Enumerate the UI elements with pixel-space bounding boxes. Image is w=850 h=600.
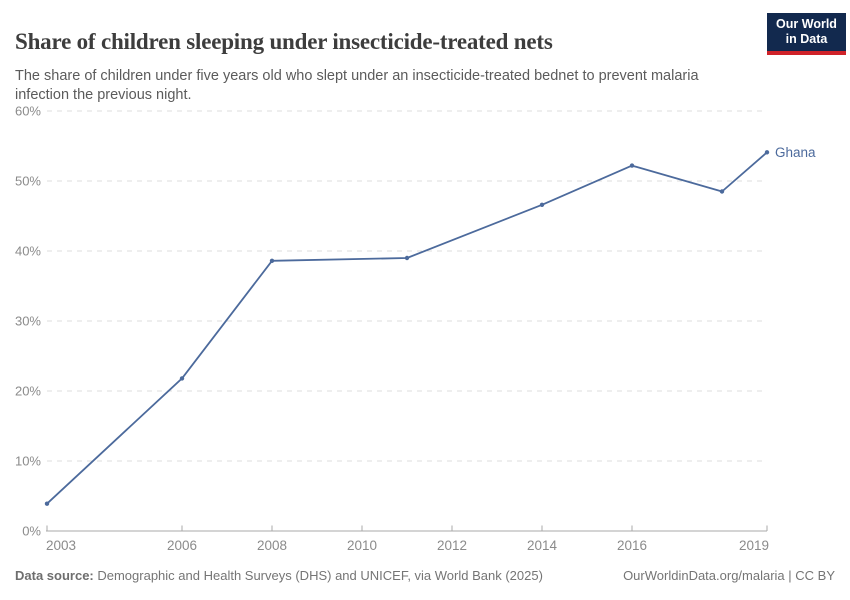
series-end-label: Ghana (775, 145, 816, 160)
y-tick-label: 20% (15, 384, 41, 399)
data-point-marker (179, 376, 185, 381)
x-tick-label: 2010 (347, 538, 377, 553)
y-tick-label: 0% (22, 524, 41, 539)
x-tick-label: 2003 (46, 538, 76, 553)
chart-subtitle: The share of children under five years o… (15, 67, 699, 103)
owid-logo: Our World in Data (767, 13, 846, 55)
line-chart: 0% 10% 20% 30% 40% 50% 60% 2003 2006 2008 2010 2012… (15, 104, 816, 554)
x-tick-label: 2014 (527, 538, 558, 553)
data-point-marker (539, 202, 545, 207)
data-point-marker (764, 150, 770, 155)
data-point-marker (44, 501, 50, 506)
chart-footer: Data source: Demographic and Health Surv… (15, 568, 835, 583)
x-tick-label: 2012 (437, 538, 467, 553)
data-line (46, 151, 768, 505)
data-source-note: Data source: Demographic and Health Surv… (15, 568, 543, 583)
data-source-label: Data source: (15, 568, 94, 583)
y-tick-label: 60% (15, 104, 41, 119)
y-tick-label: 30% (15, 314, 41, 329)
x-tick-label: 2006 (167, 538, 197, 553)
data-point-marker (629, 163, 635, 168)
data-point-marker (719, 189, 725, 194)
data-point-marker (269, 258, 275, 263)
y-tick-label: 50% (15, 174, 41, 189)
page-title: Share of children sleeping under insecti… (15, 29, 553, 55)
data-point-marker (404, 255, 410, 261)
x-tick-label: 2019 (739, 538, 769, 553)
attribution-text: OurWorldinData.org/malaria | CC BY (623, 568, 835, 583)
x-tick-label: 2008 (257, 538, 287, 553)
owid-logo-line1: Our World (776, 17, 837, 31)
y-tick-label: 10% (15, 454, 41, 469)
y-tick-label: 40% (15, 244, 41, 259)
x-tick-label: 2016 (617, 538, 647, 553)
owid-logo-line2: in Data (785, 32, 828, 47)
data-source-text: Demographic and Health Surveys (DHS) and… (93, 568, 543, 583)
